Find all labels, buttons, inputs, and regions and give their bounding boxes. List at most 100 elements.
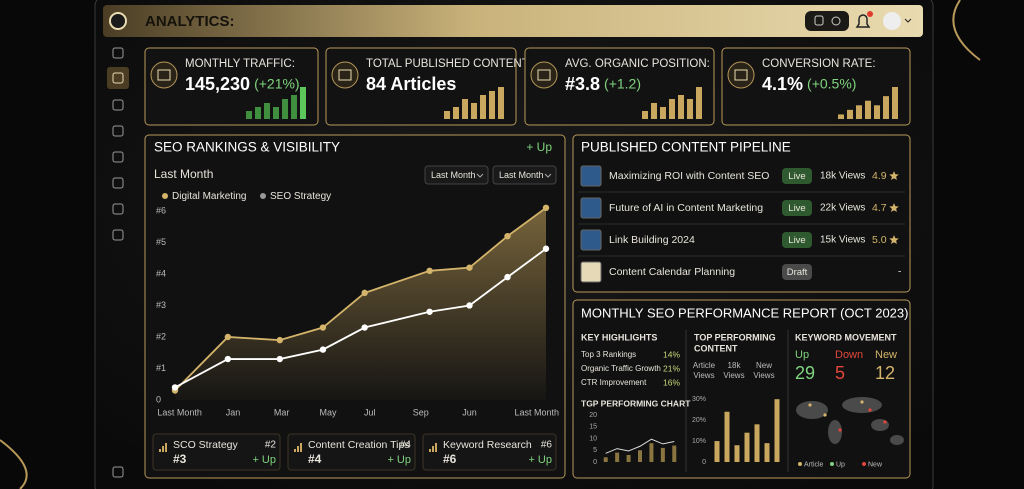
kpi-label: TOTAL PUBLISHED CONTENT:	[366, 58, 531, 70]
kpi-spark-bar	[696, 87, 702, 119]
content-header: New	[756, 361, 772, 370]
mini-bar	[649, 443, 654, 462]
map-dot	[823, 413, 827, 417]
panel-title: PUBLISHED CONTENT PIPELINE	[581, 140, 791, 155]
mini-bar	[626, 454, 631, 462]
sidebar-icon[interactable]	[112, 99, 124, 111]
sidebar-icon[interactable]	[112, 151, 124, 163]
x-tick-label: Sep	[413, 407, 429, 417]
sidebar-icon[interactable]	[112, 177, 124, 189]
mini-line	[605, 438, 675, 454]
sidebar-icon[interactable]	[112, 47, 124, 59]
row-rating: 5.0	[872, 234, 887, 246]
rank-trend: + Up	[252, 454, 276, 466]
kpi-change: (+1.2)	[604, 76, 641, 92]
sidebar-icon[interactable]	[112, 229, 124, 241]
period-label: Last Month	[154, 167, 213, 181]
kpi-card	[524, 47, 715, 126]
header-title: ANALYTICS:	[145, 13, 234, 30]
panel-title: SEO RANKINGS & VISIBILITY	[154, 140, 340, 155]
dropdown[interactable]	[492, 165, 557, 185]
kpi-change: (+21%)	[254, 76, 300, 92]
rank-name: Content Creation Tips	[308, 439, 410, 451]
sidebar-icon[interactable]	[112, 125, 124, 137]
kpi-value: 84 Articles	[366, 74, 456, 94]
sidebar-icon[interactable]	[112, 466, 124, 478]
sidebar-active	[107, 67, 129, 89]
rank-value: #3	[173, 452, 187, 466]
content-header: Views	[753, 371, 774, 380]
row-title[interactable]: Maximizing ROI with Content SEO	[609, 170, 769, 182]
mini-bar	[714, 441, 720, 462]
row-views: 15k Views	[820, 235, 865, 246]
rank-icon	[429, 449, 431, 452]
mini-bar	[672, 445, 677, 462]
row-title[interactable]: Link Building 2024	[609, 234, 695, 246]
kpi-label: CONVERSION RATE:	[762, 58, 876, 70]
thumbnail	[580, 261, 602, 283]
kpi-spark-bar	[660, 107, 666, 119]
y-tick-label: #4	[156, 268, 166, 278]
bell-icon[interactable]	[855, 14, 871, 28]
kpi-spark-bar	[892, 87, 898, 119]
kpi-value: 145,230	[185, 74, 250, 94]
sidebar-icon[interactable]	[112, 72, 124, 84]
kpi-label: AVG. ORGANIC POSITION:	[565, 58, 710, 70]
rank-card	[422, 433, 557, 471]
sidebar-icon[interactable]	[112, 203, 124, 215]
section-title: KEY HIGHLIGHTS	[581, 332, 657, 342]
status-pill	[782, 264, 812, 280]
row-title[interactable]: Content Calendar Planning	[609, 266, 735, 278]
legend-dot	[830, 462, 834, 466]
kpi-spark-bar	[480, 95, 486, 119]
section-title: TOP PERFORMING	[694, 332, 776, 342]
keyword-value: 12	[875, 363, 895, 383]
toggle[interactable]	[805, 11, 849, 31]
kpi-change: (+0.5%)	[807, 76, 856, 92]
mini-bar	[603, 457, 608, 462]
kpi-spark-bar	[471, 103, 477, 119]
rank-current: #4	[400, 440, 412, 451]
mini-y-tick: 20%	[692, 417, 706, 424]
dropdown[interactable]	[424, 165, 489, 185]
notification-dot	[867, 11, 873, 17]
row-title[interactable]: Future of AI in Content Marketing	[609, 202, 763, 214]
x-tick-label: Jan	[226, 407, 241, 417]
mini-y-tick: 10%	[692, 438, 706, 445]
avatar[interactable]	[883, 12, 901, 30]
y-tick-label: #5	[156, 237, 166, 247]
row-rating: 4.9	[872, 170, 887, 182]
dropdown-label: Last Month	[499, 170, 544, 180]
rank-icon	[165, 443, 167, 452]
kpi-spark-bar	[838, 114, 844, 119]
highlight-value: 16%	[663, 377, 680, 387]
point	[542, 245, 550, 252]
rank-current: #6	[541, 440, 553, 451]
row-views: 22k Views	[820, 203, 865, 214]
row-rating: 4.7	[872, 202, 887, 214]
kpi-spark-bar	[865, 100, 871, 119]
x-tick-label: Last Month	[514, 407, 559, 417]
point	[504, 273, 511, 281]
section-title: TGP PERFORMING CHART	[581, 398, 691, 408]
mini-bar	[744, 432, 750, 462]
kpi-spark-bar	[462, 99, 468, 119]
rank-trend: + Up	[387, 454, 411, 466]
keyword-label: New	[875, 349, 897, 361]
kpi-card	[721, 47, 911, 126]
section-title: KEYWORD MOVEMENT	[795, 332, 897, 342]
mini-bar	[638, 450, 642, 462]
point	[171, 384, 179, 391]
rank-icon	[294, 449, 296, 452]
map-continent	[871, 419, 889, 431]
dropdown-caret	[544, 173, 552, 178]
kpi-icon	[530, 61, 558, 89]
highlight-label: Top 3 Rankings	[581, 350, 636, 359]
mini-bar	[764, 443, 770, 462]
mini-bar	[724, 411, 730, 462]
content-header: 18k	[728, 361, 742, 370]
mini-bar	[754, 424, 760, 462]
map-dot	[868, 408, 872, 412]
